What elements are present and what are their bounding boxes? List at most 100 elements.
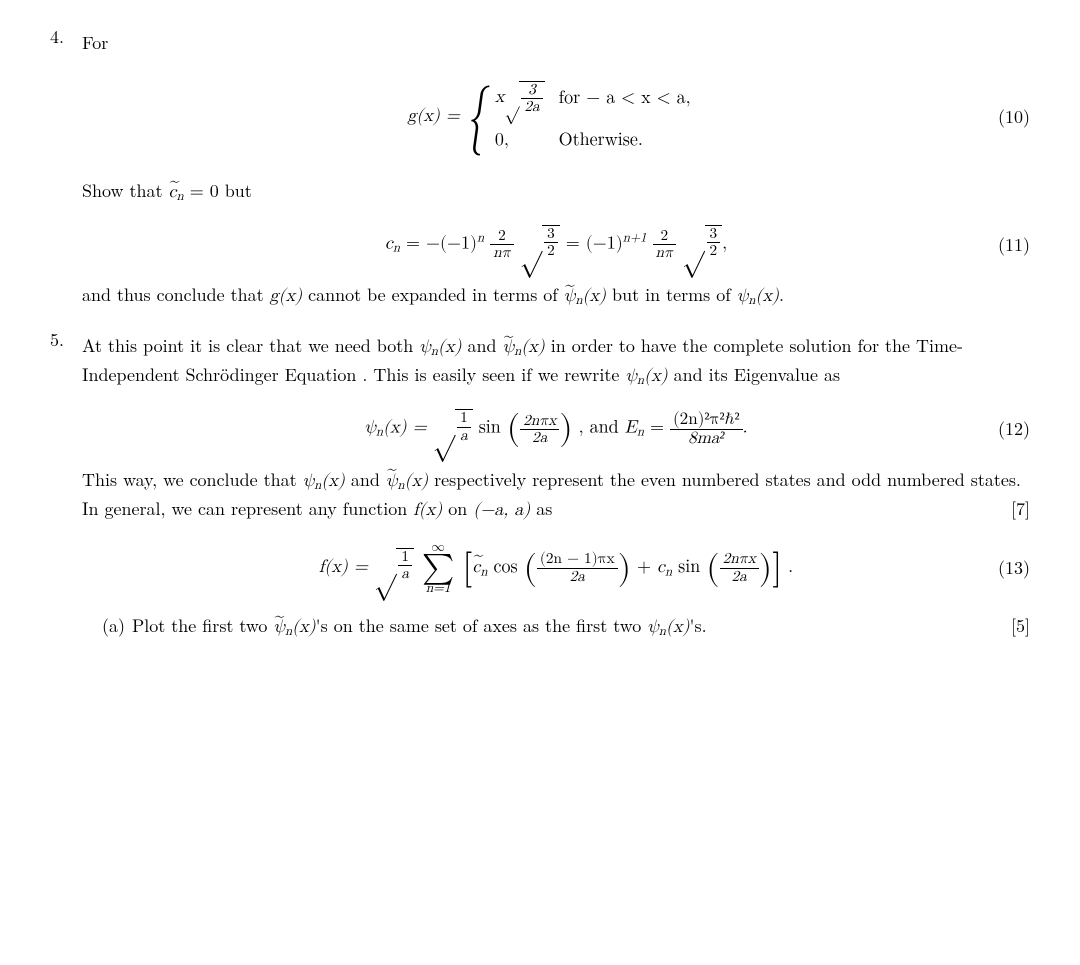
mid-text-1: Show that cn = 0 but	[82, 178, 1030, 207]
subitem-label: (a)	[102, 613, 132, 642]
item-number-5: 5.	[50, 327, 82, 353]
psi5: ψ	[647, 618, 659, 636]
case2-expr: 0,	[495, 122, 557, 158]
f2d: nπ	[653, 244, 676, 261]
psit1: ψ	[564, 283, 576, 309]
psi1: ψ	[737, 287, 749, 305]
e13sin: sin	[678, 558, 706, 576]
equation-13: f(x) = √1a ∞ ∑ n=1 [cn cos ((2n − 1)πx2a…	[82, 541, 1030, 596]
s1n: 3	[544, 226, 558, 242]
psi1a: (x)	[755, 287, 779, 305]
e12ps: n	[376, 426, 383, 439]
problem-4: 4. For g(x) = { x√32a for − a < x < a,	[50, 24, 1030, 317]
case1-cond: for − a < x < a,	[559, 76, 703, 120]
s2d: 2	[707, 242, 721, 259]
e12Ed: 8ma²	[670, 429, 743, 448]
psit1a: (x)	[583, 287, 607, 305]
eq11-mid: = (−1)	[566, 235, 623, 253]
eq13-content: f(x) = √1a ∞ ∑ n=1 [cn cos ((2n − 1)πx2a…	[319, 541, 793, 596]
psit3: ψ	[386, 468, 398, 494]
item-body-5: At this point it is clear that we need b…	[82, 327, 1030, 642]
sa-b: 's on the same set of axes as the first …	[316, 613, 648, 638]
psi3a: (x)	[644, 367, 668, 385]
case1-x: x	[495, 88, 505, 106]
eq11-content: cn = −(−1)n 2nπ √32 = (−1)n+1 2nπ √32,	[385, 225, 727, 264]
p52f: f(x)	[413, 501, 442, 519]
psi4a: (x)	[321, 472, 345, 490]
c4d: .	[779, 282, 784, 307]
psi2s: n	[431, 346, 438, 359]
equation-11: cn = −(−1)n 2nπ √32 = (−1)n+1 2nπ √32, (…	[82, 225, 1030, 264]
eq10-lhs: g(x) =	[407, 107, 460, 125]
psit4: ψ	[273, 614, 285, 640]
s2n: 3	[707, 226, 721, 242]
psi5a: (x)	[666, 618, 690, 636]
c1-sqrt-den: 2a	[521, 98, 542, 115]
eq11-exp1: n	[477, 232, 484, 245]
psi3: ψ	[625, 367, 637, 385]
psi5s: n	[659, 626, 666, 639]
e13cn2: c	[657, 558, 665, 576]
e12psi: ψ	[364, 419, 376, 437]
eq13-number: (13)	[998, 555, 1030, 581]
sum-icon: ∞ ∑ n=1	[422, 541, 454, 596]
eq11-number: (11)	[998, 232, 1030, 258]
e12an: 2nπx	[520, 413, 559, 429]
psi2: ψ	[419, 338, 431, 356]
p52int: (−a, a)	[473, 501, 530, 519]
item-number: 4.	[50, 24, 82, 50]
eq12-number: (12)	[998, 416, 1030, 442]
eq12-content: ψn(x) = √1a sin (2nπx2a) , and En = (2n)…	[364, 409, 747, 448]
c4g: g(x)	[270, 287, 303, 305]
psit2a: (x)	[521, 338, 545, 356]
conclusion-4: and thus conclude that g(x) cannot be ex…	[82, 282, 1030, 311]
mid1b: = 0 but	[184, 178, 252, 203]
para-5-2: This way, we conclude that ψn(x) and ψn(…	[82, 467, 1030, 523]
p52d: on	[442, 496, 473, 521]
e12dot: .	[743, 419, 748, 437]
e13cd: 2a	[537, 568, 618, 585]
p51d: and its Eigenvalue as	[668, 362, 840, 387]
e13sn: 1	[398, 549, 412, 565]
e12E: E	[625, 419, 637, 437]
e13dot: .	[782, 558, 793, 576]
e12Eeq: =	[644, 419, 670, 437]
eq11-tail: ,	[722, 235, 727, 253]
e13cn: (2n − 1)πx	[537, 551, 618, 567]
eq11-sub: n	[393, 242, 400, 255]
psit3s: n	[397, 479, 404, 492]
psit4a: (x)	[292, 618, 316, 636]
p51a: At this point it is clear that we need b…	[82, 333, 419, 358]
eq10-content: g(x) = { x√32a for − a < x < a, 0, Other…	[407, 74, 704, 160]
item-body: For g(x) = { x√32a for − a < x < a,	[82, 24, 1030, 317]
e13sd: a	[398, 565, 412, 582]
brace-icon: {	[466, 82, 485, 152]
f1d: nπ	[490, 244, 513, 261]
f2n: 2	[653, 228, 676, 244]
s1d: 2	[544, 242, 558, 259]
c4b: cannot be expanded in terms of	[302, 282, 564, 307]
c-tilde: c	[169, 179, 177, 205]
e12En: (2n)²π²ℏ²	[670, 411, 743, 429]
eq10-number: (10)	[998, 104, 1030, 130]
e13ct: c	[472, 554, 480, 580]
c4a: and thus conclude that	[82, 282, 270, 307]
mid1a: Show that	[82, 178, 169, 203]
psit1s: n	[575, 295, 582, 308]
eq11-eq: = −(−1)	[400, 235, 477, 253]
e12Es: n	[637, 426, 644, 439]
p52e: as	[530, 496, 552, 521]
eq11-var: c	[385, 235, 393, 253]
e13cos: cos	[494, 558, 524, 576]
problem-5: 5. At this point it is clear that we nee…	[50, 327, 1030, 642]
p52b: and	[345, 467, 386, 492]
p52a: This way, we conclude that	[82, 467, 303, 492]
lead-text: For	[82, 30, 1030, 56]
e12pa: (x) =	[383, 419, 432, 437]
e13snn: 2nπx	[720, 551, 759, 567]
e12sd: a	[457, 427, 471, 444]
e12com: , and	[579, 419, 625, 437]
case2-cond: Otherwise.	[559, 122, 703, 158]
ref-7: [7]	[1011, 496, 1030, 522]
e13cns: n	[665, 565, 672, 578]
